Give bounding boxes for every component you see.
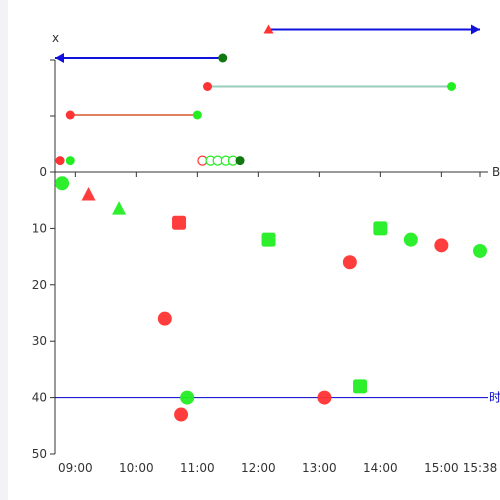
data-point bbox=[317, 390, 332, 405]
timeline-start-marker bbox=[65, 110, 75, 120]
timeline-arrowhead bbox=[55, 53, 64, 63]
data-point bbox=[261, 232, 276, 247]
data-point bbox=[342, 255, 357, 270]
timeline-base-marker bbox=[55, 156, 65, 166]
data-point bbox=[180, 390, 195, 405]
timeline-start-marker bbox=[263, 24, 274, 34]
data-point bbox=[434, 238, 449, 253]
x-tick-label: 14:00 bbox=[363, 461, 398, 475]
timeline-arrowhead bbox=[471, 24, 480, 35]
y-tick-label: 40 bbox=[32, 391, 47, 405]
data-point bbox=[473, 243, 487, 258]
timeline-base-marker bbox=[65, 156, 75, 166]
x-axis-edge-label: B bbox=[492, 165, 500, 179]
data-point bbox=[112, 201, 127, 215]
y-tick-label: 10 bbox=[32, 221, 47, 235]
data-point bbox=[172, 215, 187, 230]
timeline-base-marker bbox=[235, 156, 245, 166]
y-tick-label: 50 bbox=[32, 447, 47, 461]
y-tick-label: 30 bbox=[32, 334, 47, 348]
data-point bbox=[353, 379, 368, 394]
data-point bbox=[174, 407, 189, 422]
data-point bbox=[403, 232, 418, 247]
reference-line-label: 时 bbox=[489, 391, 500, 405]
x-tick-label: 09:00 bbox=[58, 461, 93, 475]
y-tick-label: 20 bbox=[32, 278, 47, 292]
chart-card: x 0 10 20 30 40 50 B 09:00 10:00 11:00 12:00 13:00 1… bbox=[8, 0, 500, 500]
x-tick-label: 11:00 bbox=[180, 461, 215, 475]
y-tick-label: 0 bbox=[39, 165, 47, 179]
x-tick-label: 15:38 bbox=[463, 461, 498, 475]
timeline-start-marker bbox=[218, 53, 228, 63]
x-tick-label: 12:00 bbox=[241, 461, 276, 475]
data-point bbox=[81, 187, 96, 201]
timeline-start-marker bbox=[203, 82, 213, 91]
data-point bbox=[55, 176, 70, 191]
data-point bbox=[157, 311, 172, 326]
x-tick-label: 10:00 bbox=[119, 461, 154, 475]
x-tick-label: 13:00 bbox=[302, 461, 337, 475]
timeline-end-marker bbox=[447, 82, 457, 91]
timeline-end-marker bbox=[192, 110, 202, 120]
x-tick-label: 15:00 bbox=[424, 461, 459, 475]
data-point bbox=[373, 221, 388, 236]
y-axis-name: x bbox=[52, 31, 59, 45]
scatter-chart: x 0 10 20 30 40 50 B 09:00 10:00 11:00 12:00 13:00 1… bbox=[32, 24, 500, 475]
